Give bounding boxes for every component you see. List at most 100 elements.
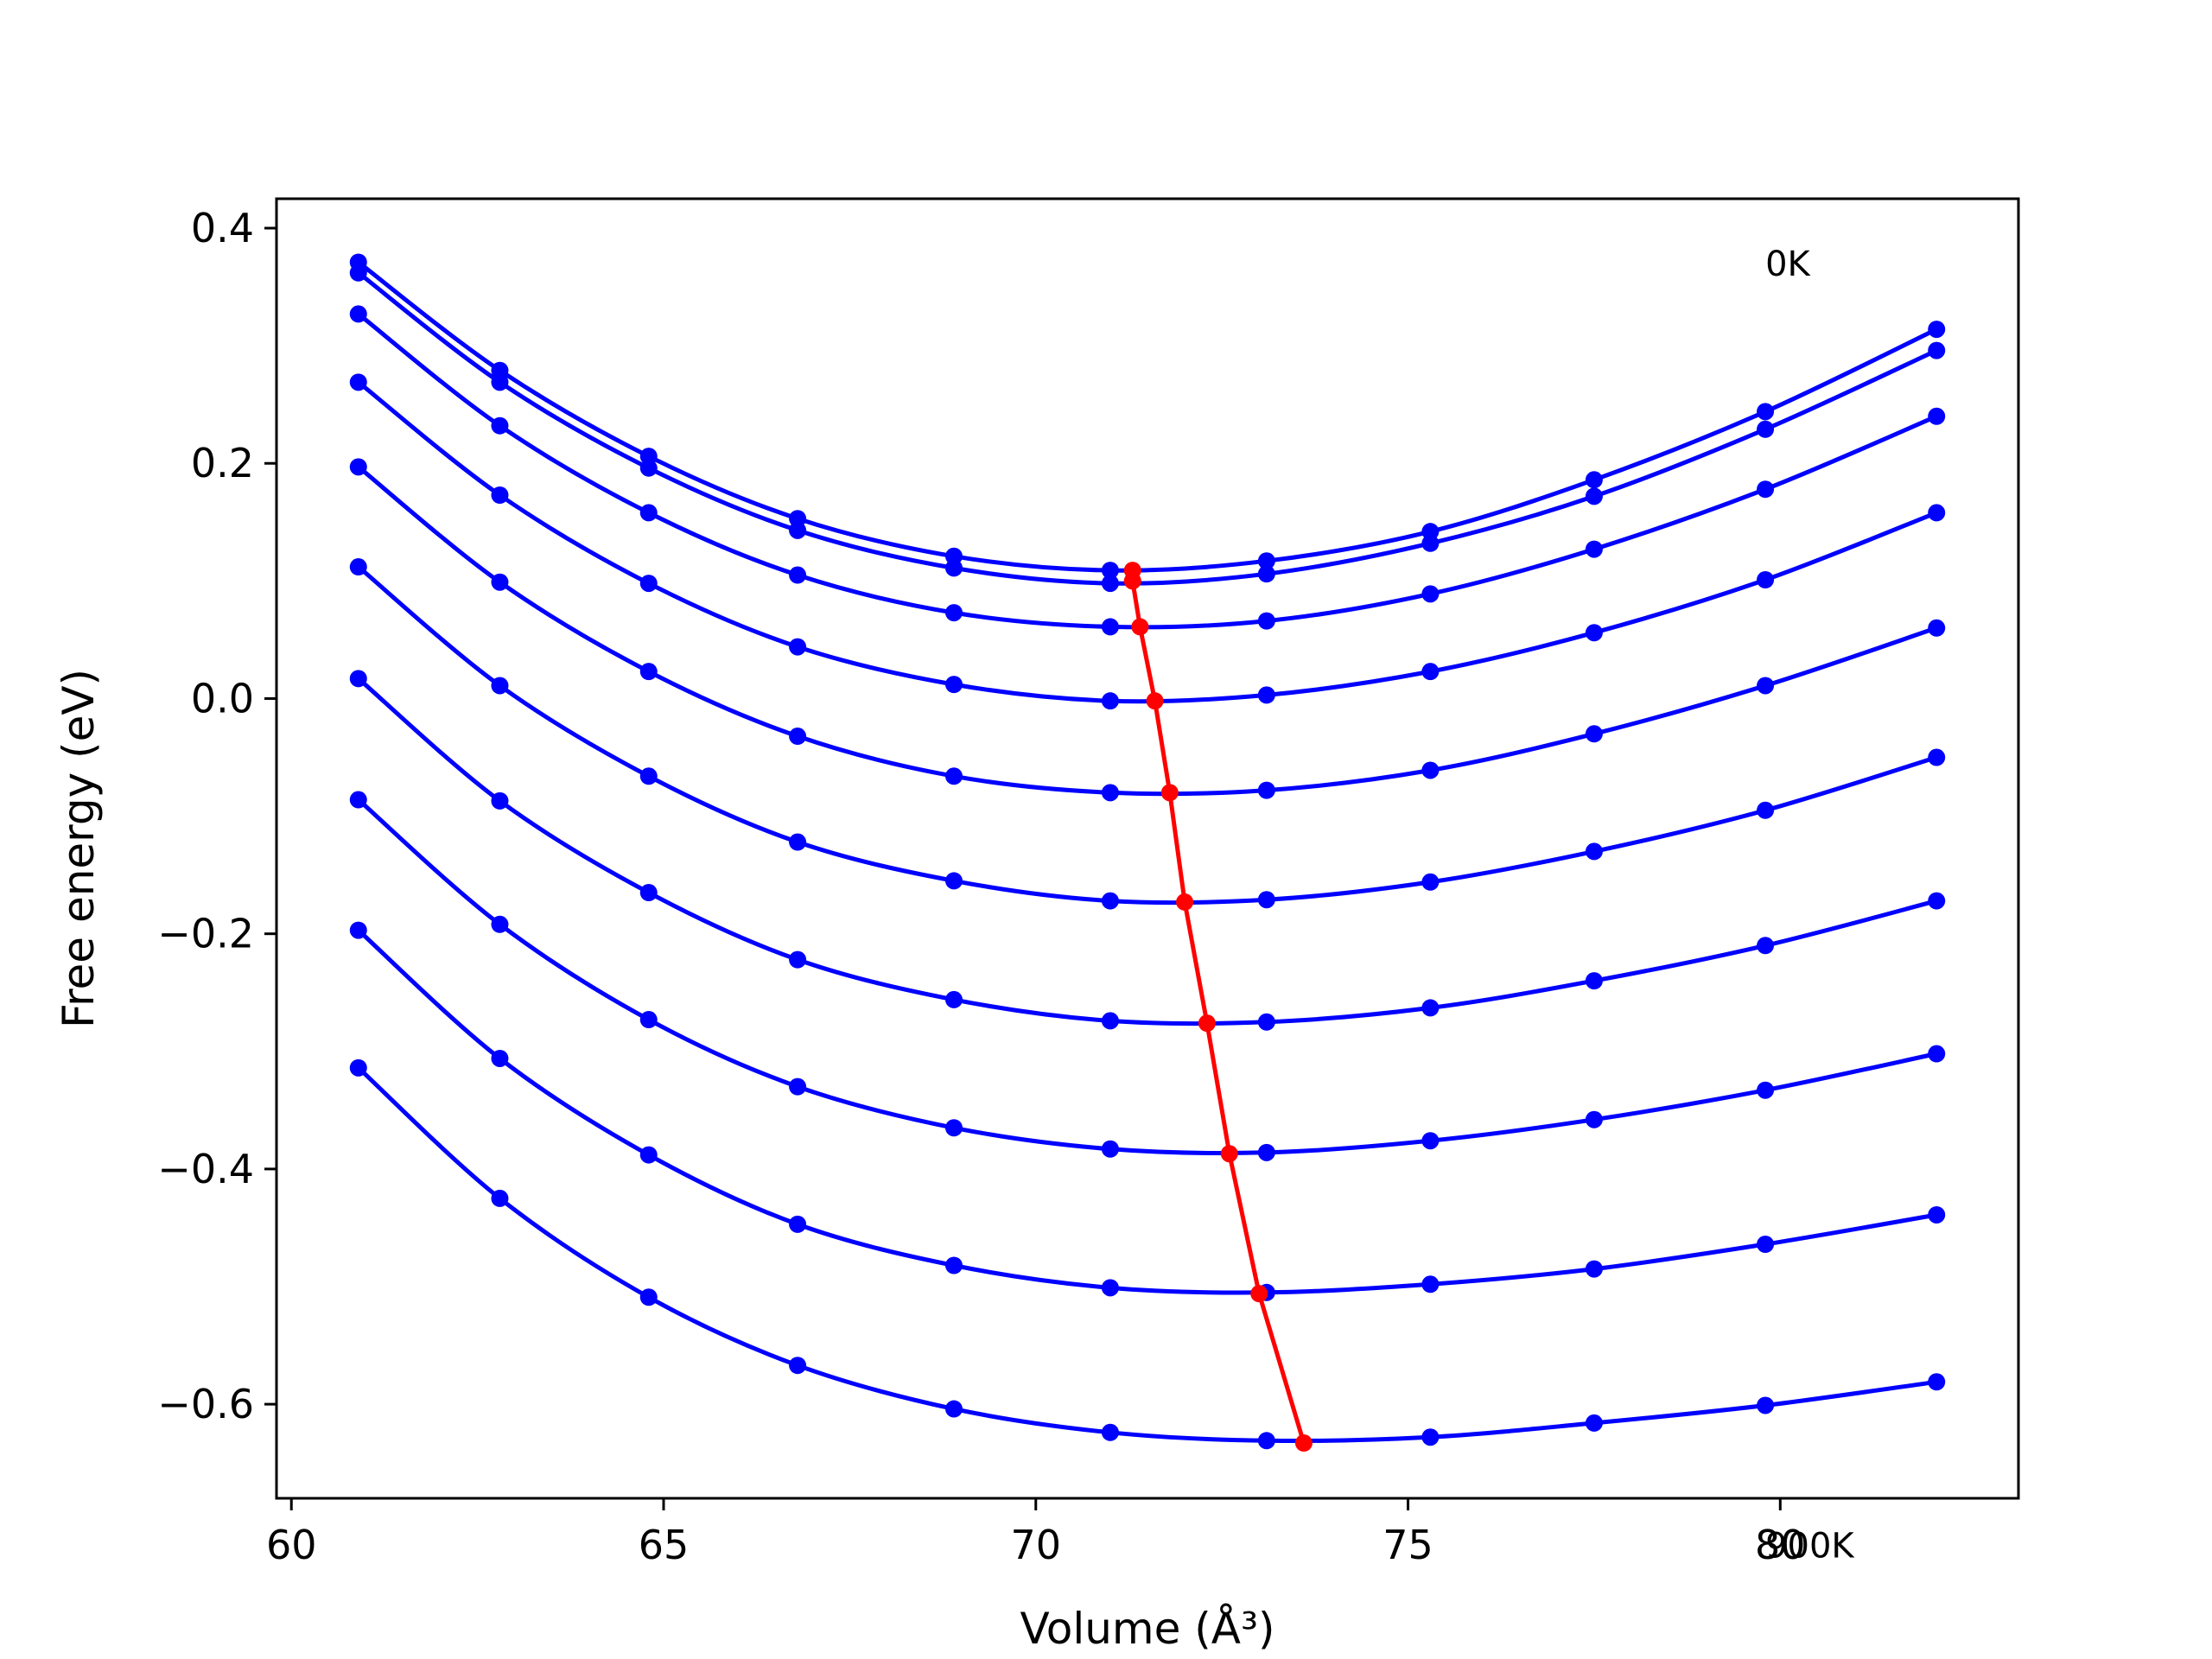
isotherm-point	[789, 1215, 807, 1233]
isotherm-point	[1421, 1275, 1440, 1294]
isotherm-point	[1928, 1045, 1946, 1063]
isotherm-point	[789, 833, 807, 851]
isotherm-point	[491, 416, 509, 435]
y-tick-label: 0.4	[191, 205, 254, 251]
minima-point	[1146, 692, 1164, 710]
isotherm-point	[349, 264, 367, 282]
isotherm-point	[491, 573, 509, 591]
x-tick-label: 80	[1755, 1522, 1806, 1568]
y-axis-ticks: 0.4 0.2 0.0 −0.2 −0.4 −0.6	[157, 205, 276, 1427]
isotherm-point	[491, 677, 509, 695]
isotherm-point	[491, 373, 509, 391]
isotherm-point	[1101, 1279, 1119, 1297]
isotherm-point	[1928, 321, 1946, 339]
isotherm-point	[1928, 619, 1946, 637]
isotherm-point	[639, 884, 658, 902]
isotherm-point	[1585, 972, 1603, 990]
isotherm-point	[1928, 1373, 1946, 1391]
isotherm-point	[789, 1357, 807, 1375]
isotherm-point	[1928, 407, 1946, 425]
x-tick-label: 65	[639, 1522, 690, 1568]
isotherm-point	[1585, 1260, 1603, 1278]
isotherm-point	[1757, 1081, 1775, 1099]
isotherm-point	[639, 1146, 658, 1164]
isotherm-point	[1757, 677, 1775, 695]
isotherm-point	[945, 1400, 963, 1418]
isotherm-point	[349, 558, 367, 576]
x-tick-label: 60	[266, 1522, 317, 1568]
isotherm-point	[1928, 748, 1946, 766]
isotherm-point	[1257, 565, 1275, 583]
isotherm-point	[1421, 761, 1440, 779]
isotherm-point	[1101, 692, 1119, 710]
temperature-label: 0K	[1765, 245, 1811, 284]
isotherm-point	[1101, 1423, 1119, 1441]
y-tick-label: 0.2	[191, 440, 254, 486]
isotherm-point	[639, 504, 658, 522]
isotherm-point	[349, 791, 367, 809]
isotherm-point	[639, 1011, 658, 1029]
isotherm-point	[1585, 725, 1603, 743]
isotherm-point	[1928, 1205, 1946, 1224]
y-tick-label: 0.0	[191, 675, 254, 721]
isotherm-point	[1257, 781, 1275, 799]
isotherm-point	[1928, 341, 1946, 359]
isotherm-point	[1257, 1432, 1275, 1450]
isotherm-point	[789, 728, 807, 746]
isotherm-point	[1585, 842, 1603, 861]
isotherm-point	[1101, 1012, 1119, 1030]
isotherm-point	[789, 638, 807, 656]
isotherm-point	[1421, 873, 1440, 891]
minima-point	[1123, 572, 1141, 590]
isotherm-point	[1101, 575, 1119, 593]
isotherm-point	[1421, 1132, 1440, 1150]
isotherm-point	[1585, 487, 1603, 505]
isotherm-point	[1257, 552, 1275, 570]
isotherm-point	[1757, 937, 1775, 955]
isotherm-point	[945, 872, 963, 890]
isotherm-point	[1757, 1396, 1775, 1414]
isotherm-point	[1421, 663, 1440, 681]
isotherm-point	[945, 604, 963, 622]
temperature-label: 900K	[1765, 1526, 1855, 1566]
isotherm-point	[1421, 1428, 1440, 1446]
isotherm-point	[639, 1288, 658, 1306]
isotherm-point	[1757, 1236, 1775, 1254]
isotherm-point	[349, 670, 367, 688]
isotherm-point	[945, 676, 963, 694]
y-tick-label: −0.2	[157, 911, 254, 957]
isotherm-point	[1421, 999, 1440, 1017]
isotherm-point	[1757, 420, 1775, 438]
isotherm-point	[639, 459, 658, 477]
isotherm-point	[1101, 618, 1119, 636]
y-tick-label: −0.6	[157, 1381, 254, 1427]
isotherm-point	[1585, 624, 1603, 642]
minima-point	[1160, 784, 1179, 802]
isotherm-point	[1421, 534, 1440, 552]
x-tick-label: 75	[1382, 1522, 1433, 1568]
isotherm-point	[945, 1256, 963, 1274]
isotherm-point	[1585, 1110, 1603, 1128]
minima-point	[1198, 1014, 1216, 1033]
isotherm-point	[945, 767, 963, 785]
isotherm-point	[491, 791, 509, 810]
isotherm-point	[1928, 504, 1946, 522]
isotherm-point	[1585, 540, 1603, 558]
isotherm-point	[1757, 480, 1775, 499]
isotherm-point	[1928, 892, 1946, 910]
isotherm-point	[1257, 612, 1275, 630]
minima-point	[1176, 893, 1194, 911]
isotherm-point	[1421, 585, 1440, 603]
isotherm-point	[789, 1077, 807, 1096]
isotherm-point	[945, 559, 963, 577]
isotherm-point	[1101, 1140, 1119, 1158]
isotherm-point	[1585, 1414, 1603, 1432]
isotherm-point	[1757, 403, 1775, 421]
isotherm-point	[1257, 891, 1275, 909]
isotherm-point	[349, 921, 367, 939]
plot-area	[349, 253, 1946, 1452]
y-tick-label: −0.4	[157, 1146, 254, 1192]
isotherm-point	[789, 950, 807, 969]
annotations: 0K 900K	[1765, 245, 1855, 1567]
